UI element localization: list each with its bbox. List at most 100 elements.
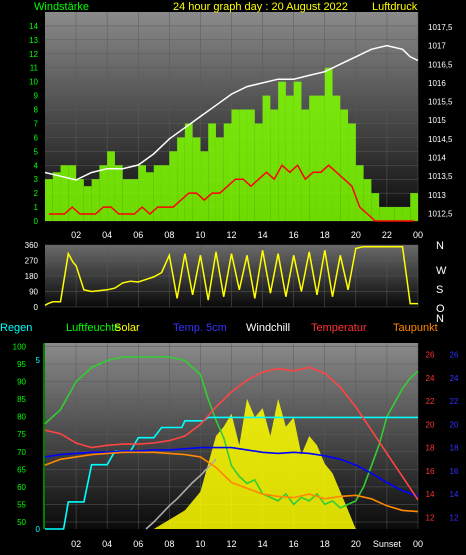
wind-gust-bar <box>379 207 387 221</box>
wind-tick-label: 5 <box>34 147 39 156</box>
pressure-tick-label: 1012,5 <box>428 210 453 219</box>
temp-5cm-line <box>44 446 419 498</box>
temp5-tick-label: 20 <box>450 420 459 429</box>
temp5-tick-label: 26 <box>450 351 459 360</box>
temp-x-tick-label: Sunset <box>373 539 402 549</box>
wind-tick-label: 10 <box>29 78 38 87</box>
wind-x-tick-label: 02 <box>71 230 81 240</box>
direction-compass-label: O <box>436 303 445 315</box>
wind-tick-label: 3 <box>34 175 39 184</box>
pressure-tick-label: 1015 <box>428 116 446 125</box>
direction-compass-label: S <box>436 284 443 296</box>
wind-x-tick-label: 18 <box>320 230 330 240</box>
temp-tick-label: 14 <box>426 490 435 499</box>
wind-gust-bar <box>371 193 380 221</box>
humidity-tick-label: 100 <box>13 343 27 352</box>
wind-gust-bar <box>355 165 364 221</box>
pressure-tick-label: 1016 <box>428 79 446 88</box>
wind-gust-bar <box>332 95 341 221</box>
temp-panel-axes: 5055606570758085909510005121416182022242… <box>13 343 459 549</box>
wind-gust-bar <box>247 109 255 221</box>
legend-taupunkt: Taupunkt <box>393 322 438 334</box>
wind-gust-bar <box>363 179 372 221</box>
humidity-tick-label: 50 <box>17 518 26 527</box>
wind-tick-label: 4 <box>34 161 39 170</box>
wind-x-tick-label: 06 <box>133 230 143 240</box>
windchill-line <box>145 458 217 530</box>
direction-compass-label: W <box>436 265 447 277</box>
wind-x-tick-label: 20 <box>351 230 361 240</box>
pressure-tick-label: 1016,5 <box>428 60 453 69</box>
wind-gust-bar <box>215 137 224 221</box>
humidity-tick-label: 85 <box>17 395 26 404</box>
wind-x-tick-label: 08 <box>164 230 174 240</box>
direction-panel-marks <box>44 245 418 306</box>
wind-gust-bar <box>293 81 302 222</box>
humidity-tick-label: 65 <box>17 465 26 474</box>
wind-tick-label: 11 <box>30 64 39 73</box>
wind-gust-bar <box>107 151 115 221</box>
direction-panel-grid <box>45 244 419 308</box>
direction-compass-label: N <box>436 240 444 252</box>
wind-gust-bar <box>146 172 154 221</box>
temp-x-tick-label: 04 <box>102 539 112 549</box>
taupunkt-line <box>44 451 419 513</box>
wind-gust-bar <box>99 165 108 221</box>
temp5-tick-label: 16 <box>450 467 459 476</box>
temp-tick-label: 20 <box>426 420 435 429</box>
pressure-tick-label: 1014 <box>428 154 446 163</box>
wind-gust-bar <box>161 165 170 221</box>
wind-tick-label: 12 <box>29 50 38 59</box>
wind-tick-label: 9 <box>34 92 39 101</box>
wind-x-tick-label: 04 <box>102 230 112 240</box>
wind-gust-bar <box>177 137 185 221</box>
wind-x-tick-label: 12 <box>226 230 236 240</box>
direction-compass-label: N <box>436 313 444 325</box>
wind-gust-bar <box>402 207 411 221</box>
temp-x-tick-label: 20 <box>351 539 361 549</box>
temp-x-tick-label: 00 <box>413 539 423 549</box>
wind-gust-bar <box>45 179 53 221</box>
wind-gust-bar <box>386 207 395 221</box>
temp-panel-marks <box>44 356 419 530</box>
wind-tick-label: 8 <box>34 106 39 115</box>
humidity-tick-label: 70 <box>17 448 26 457</box>
legend-luftfeuchte: Luftfeuchte <box>66 322 120 334</box>
wind-tick-label: 1 <box>34 203 39 212</box>
temp-tick-label: 22 <box>426 397 435 406</box>
temp5-tick-label: 14 <box>450 490 459 499</box>
wind-gust-bar <box>114 165 123 221</box>
temp-x-tick-label: 16 <box>289 539 299 549</box>
pressure-tick-label: 1017 <box>428 42 446 51</box>
wind-gust-bar <box>52 172 61 221</box>
humidity-tick-label: 60 <box>17 483 26 492</box>
pressure-tick-label: 1013,5 <box>428 172 453 181</box>
wind-gust-bar <box>153 165 162 221</box>
direction-tick-label: 0 <box>34 303 39 312</box>
wind-gust-bar <box>223 123 232 221</box>
temp-x-tick-label: 08 <box>164 539 174 549</box>
legend-regen: Regen <box>0 322 32 334</box>
wind-gust-bar <box>200 151 209 221</box>
humidity-tick-label: 55 <box>17 500 26 509</box>
wind-gust-bar <box>301 109 310 221</box>
wind-gust-bar <box>410 193 418 221</box>
wind-axis-label: Windstärke <box>34 1 89 13</box>
temp5-tick-label: 22 <box>450 397 459 406</box>
wind-gust-bar <box>208 123 216 221</box>
wind-gust-bar <box>83 186 92 221</box>
wind-x-tick-label: 16 <box>289 230 299 240</box>
wind-gust-bar <box>239 109 248 221</box>
luftfeuchte-line <box>44 356 419 509</box>
wind-tick-label: 6 <box>34 133 39 142</box>
temp-tick-label: 26 <box>426 351 435 360</box>
temp-tick-label: 24 <box>426 374 435 383</box>
temp5-tick-label: 18 <box>450 444 459 453</box>
pressure-axis-label: Luftdruck <box>372 1 418 13</box>
chart-title: 24 hour graph day : 20 August 2022 <box>173 1 348 13</box>
wind-gust-bar <box>68 165 77 221</box>
legend-temperatur: Temperatur <box>311 322 367 334</box>
